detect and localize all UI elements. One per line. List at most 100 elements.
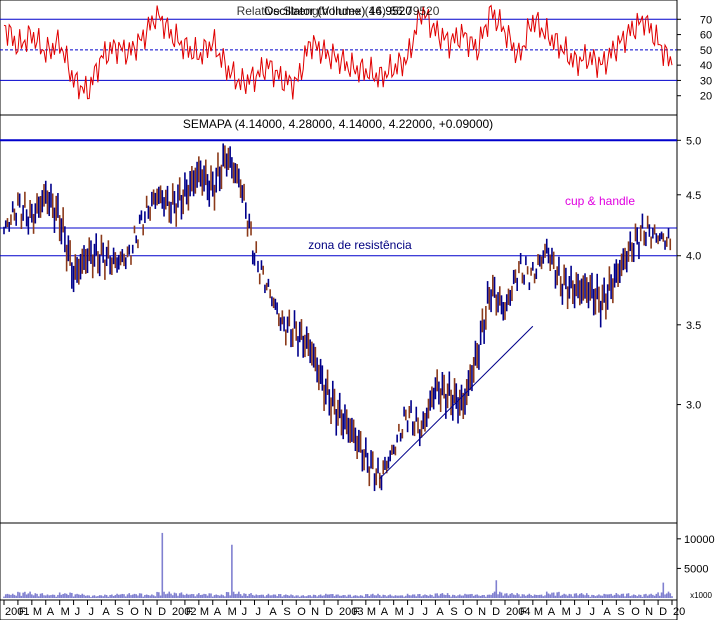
- x-axis-tick-label: 2004: [506, 606, 530, 618]
- volume-bar: [438, 595, 440, 598]
- volume-bar: [432, 596, 435, 598]
- volume-bar: [639, 594, 642, 598]
- x-axis-tick-label: M: [33, 606, 42, 618]
- volume-bar: [453, 595, 456, 598]
- volume-bar: [104, 594, 106, 598]
- volume-bar: [13, 594, 16, 598]
- volume-bar: [215, 594, 218, 598]
- volume-bar: [525, 595, 527, 598]
- price-panel: [0, 114, 678, 524]
- x-axis-tick-label: M: [228, 606, 237, 618]
- volume-bar: [88, 595, 91, 598]
- volume-bar: [333, 596, 336, 598]
- volume-bar: [62, 593, 64, 598]
- volume-bar: [323, 595, 325, 598]
- volume-bar: [552, 592, 555, 598]
- volume-bar: [455, 596, 458, 598]
- x-axis-tick-label: J: [256, 606, 262, 618]
- volume-bar: [269, 595, 271, 598]
- oscillator-y-tick-label: 70: [700, 14, 712, 26]
- volume-bar: [281, 596, 284, 598]
- volume-bar: [538, 594, 541, 598]
- volume-bar: [497, 594, 499, 598]
- volume-bar: [465, 594, 468, 598]
- x-axis-tick-label: O: [297, 606, 306, 618]
- volume-bar: [203, 593, 205, 598]
- volume-bar: [542, 596, 545, 598]
- volume-bar: [422, 595, 425, 598]
- volume-bar: [170, 593, 172, 598]
- volume-bar: [599, 595, 602, 598]
- volume-bar: [585, 593, 588, 598]
- x-axis-tick-label: S: [116, 606, 123, 618]
- volume-bar: [138, 593, 141, 598]
- volume-bar: [518, 594, 520, 598]
- volume-bar: [610, 593, 612, 598]
- volume-bar: [389, 594, 391, 598]
- volume-bar: [608, 594, 611, 598]
- x-axis-tick-label: M: [562, 606, 571, 618]
- volume-bar: [114, 595, 117, 598]
- volume-bar: [655, 593, 658, 598]
- volume-bar: [37, 596, 40, 598]
- volume-bar: [98, 595, 101, 598]
- volume-bar: [302, 595, 305, 598]
- volume-bar: [119, 594, 122, 598]
- oscillator-y-tick-label: 30: [700, 75, 712, 87]
- x-axis-tick-label: F: [520, 606, 527, 618]
- volume-bar: [69, 592, 71, 598]
- volume-bar: [198, 593, 200, 598]
- volume-bar: [253, 595, 256, 598]
- x-axis-tick-label: M: [61, 606, 70, 618]
- volume-bar: [238, 591, 240, 598]
- volume-bar: [420, 596, 423, 598]
- annotation-cup-handle: cup & handle: [565, 194, 635, 208]
- volume-bar: [472, 595, 475, 598]
- volume-bar: [328, 594, 331, 598]
- volume-bar: [78, 594, 80, 598]
- volume-bar: [662, 582, 665, 598]
- x-axis-tick-label: F: [353, 606, 360, 618]
- volume-bar: [634, 595, 637, 598]
- volume-bar: [592, 595, 595, 598]
- oscillator-y-tick-label: 60: [700, 30, 712, 42]
- volume-bar: [373, 595, 376, 598]
- volume-bar: [222, 595, 224, 598]
- volume-bar: [394, 595, 397, 598]
- volume-bar: [159, 595, 162, 598]
- volume-bar: [636, 596, 639, 598]
- volume-bar: [100, 595, 103, 598]
- volume-bar: [124, 596, 127, 598]
- volume-bar: [598, 594, 600, 598]
- volume-bar: [112, 595, 115, 598]
- volume-bar: [596, 595, 598, 598]
- x-axis-tick-label: J: [423, 606, 429, 618]
- volume-bar: [591, 594, 593, 598]
- volume-bar: [467, 594, 470, 598]
- volume-bar: [250, 593, 252, 598]
- volume-bar: [528, 593, 531, 598]
- volume-bar: [671, 596, 673, 598]
- volume-bar: [605, 594, 607, 598]
- volume-bar: [603, 593, 605, 598]
- volume-bar: [338, 595, 341, 598]
- volume-bar: [344, 595, 346, 598]
- x-axis-tick-label: F: [186, 606, 193, 618]
- volume-bar: [246, 595, 249, 598]
- volume-bar: [10, 594, 12, 598]
- volume-bar: [577, 595, 579, 598]
- volume-bar: [385, 596, 388, 598]
- volume-bar: [568, 593, 571, 598]
- volume-bar: [300, 595, 303, 598]
- volume-bar: [321, 595, 324, 598]
- volume-bar: [335, 594, 338, 598]
- volume-bar: [474, 594, 477, 598]
- volume-bar: [547, 593, 550, 598]
- volume-y-ticks: 5000 10000: [677, 534, 715, 575]
- volume-bar: [398, 595, 400, 598]
- volume-bar: [500, 592, 503, 598]
- volume-bar: [431, 595, 433, 598]
- x-axis-tick-label: J: [590, 606, 596, 618]
- volume-bar: [418, 593, 421, 598]
- volume-bar: [251, 594, 254, 598]
